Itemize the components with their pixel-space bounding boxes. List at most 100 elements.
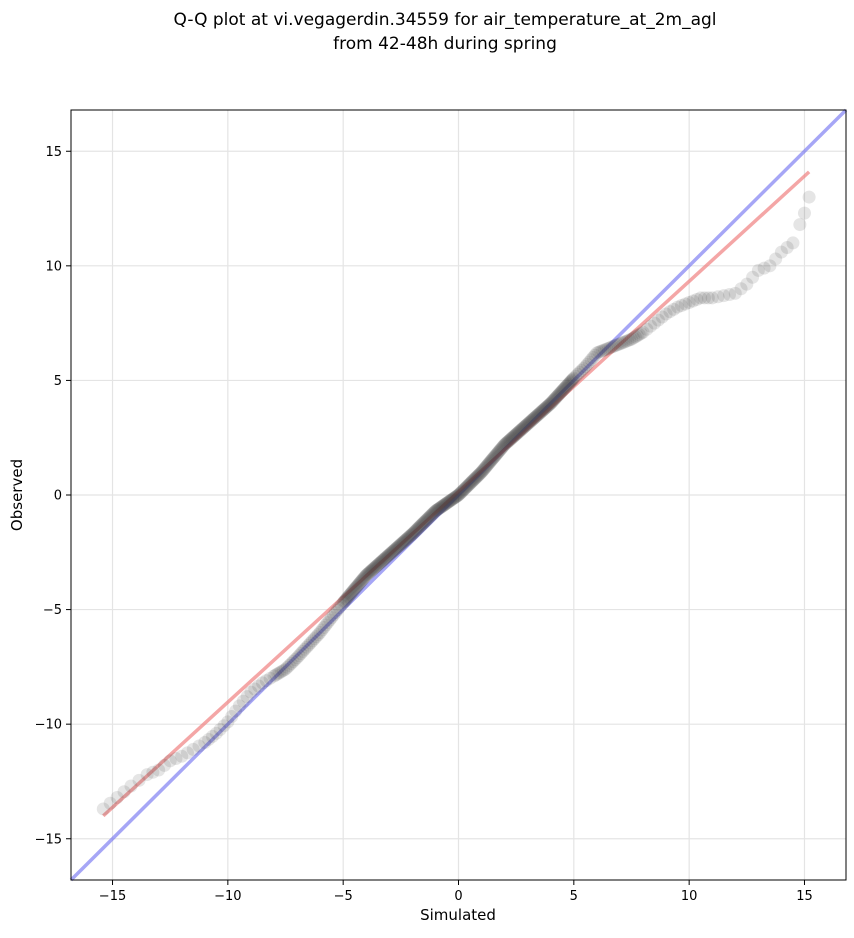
data-point <box>415 517 429 531</box>
data-point <box>356 572 370 586</box>
data-point <box>381 549 395 563</box>
data-point <box>436 498 450 512</box>
data-point <box>388 543 402 557</box>
data-point <box>502 434 516 448</box>
data-point <box>374 555 388 569</box>
data-point <box>590 346 604 360</box>
data-point <box>284 656 298 670</box>
data-point <box>588 348 602 362</box>
x-tick-label: −10 <box>214 889 241 904</box>
data-point <box>523 415 537 429</box>
data-point <box>421 511 435 525</box>
data-point <box>163 754 177 768</box>
data-point <box>527 411 541 425</box>
data-point <box>512 425 526 439</box>
data-point <box>674 299 688 313</box>
x-axis-label: Simulated <box>420 906 496 924</box>
data-point <box>352 577 366 591</box>
data-point <box>506 430 520 444</box>
data-point <box>624 332 638 346</box>
data-point <box>427 506 441 520</box>
data-point <box>460 479 474 493</box>
data-point <box>378 552 392 566</box>
data-point <box>146 765 160 779</box>
y-axis-label: Observed <box>8 459 26 531</box>
data-point <box>615 336 629 350</box>
data-point <box>698 291 712 305</box>
data-point <box>396 536 410 550</box>
data-point <box>384 546 398 560</box>
data-point <box>132 773 146 787</box>
data-point <box>448 490 462 504</box>
data-point <box>373 556 387 570</box>
data-point <box>592 345 606 359</box>
data-point <box>365 563 379 577</box>
data-point <box>412 521 426 535</box>
data-point <box>406 526 420 540</box>
data-point <box>686 294 700 308</box>
data-point <box>340 591 354 605</box>
data-point <box>517 420 531 434</box>
data-point <box>573 365 587 379</box>
data-point <box>526 412 540 426</box>
data-point <box>379 551 393 565</box>
data-point <box>607 339 621 353</box>
data-point <box>366 562 380 576</box>
data-point <box>423 509 437 523</box>
data-point <box>525 413 539 427</box>
data-point <box>701 291 715 305</box>
data-point <box>457 483 471 497</box>
data-point <box>504 432 518 446</box>
data-point <box>367 561 381 575</box>
x-tick-label: −15 <box>99 889 126 904</box>
data-point <box>484 453 498 467</box>
data-point <box>491 445 505 459</box>
data-point <box>96 802 110 816</box>
data-point <box>140 768 154 782</box>
data-point <box>334 598 348 612</box>
data-point <box>470 469 484 483</box>
data-point <box>124 779 138 793</box>
data-point <box>389 541 403 555</box>
data-point <box>462 477 476 491</box>
data-point <box>475 464 489 478</box>
data-point <box>349 580 363 594</box>
data-point <box>601 341 615 355</box>
data-point <box>395 536 409 550</box>
data-point <box>302 638 316 652</box>
data-point <box>404 529 418 543</box>
data-point <box>459 480 473 494</box>
data-point <box>456 484 470 498</box>
data-point <box>369 559 383 573</box>
data-point <box>169 752 183 766</box>
data-point <box>626 331 640 345</box>
data-point <box>561 378 575 392</box>
data-point <box>391 540 405 554</box>
data-point <box>328 606 342 620</box>
data-point <box>290 651 304 665</box>
data-point <box>277 663 291 677</box>
data-point <box>483 456 497 470</box>
data-point <box>180 746 194 760</box>
data-point <box>538 402 552 416</box>
data-point <box>313 626 327 639</box>
data-point <box>509 427 523 441</box>
data-point <box>746 270 760 284</box>
y-tick-label: −5 <box>43 603 62 618</box>
data-point <box>481 458 495 472</box>
data-point <box>594 344 608 358</box>
data-point <box>516 421 530 435</box>
data-point <box>292 649 306 663</box>
data-point <box>488 449 502 463</box>
grid-lines <box>71 110 846 880</box>
data-point <box>485 452 499 466</box>
data-point <box>543 397 557 411</box>
data-point <box>475 465 489 479</box>
data-point <box>437 498 451 512</box>
data-point <box>305 634 319 648</box>
data-point <box>418 515 432 529</box>
data-point <box>355 573 369 587</box>
data-point <box>552 388 566 402</box>
data-point <box>550 390 564 404</box>
data-point <box>365 563 379 577</box>
